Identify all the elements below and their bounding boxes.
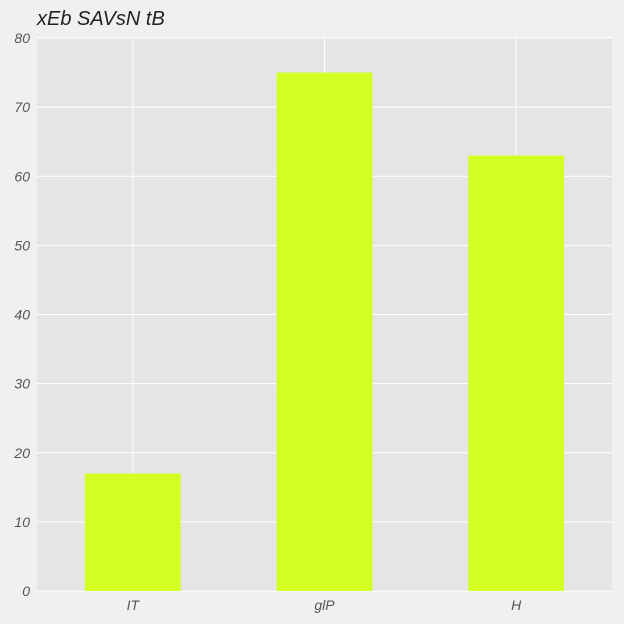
bars xyxy=(84,72,565,591)
y-axis-ticks: 0 10 20 30 40 50 60 70 80 xyxy=(13,30,30,599)
x-axis-ticks: IT glP H xyxy=(127,597,522,613)
y-tick-label: 80 xyxy=(14,30,30,46)
x-tick-label: H xyxy=(511,597,522,613)
x-tick-label: glP xyxy=(314,597,335,613)
y-tick-label: 10 xyxy=(14,514,30,530)
chart-title: xEb SAVsN tB xyxy=(37,8,165,30)
x-tick-label: IT xyxy=(127,597,141,613)
y-tick-label: 0 xyxy=(22,583,30,599)
y-tick-label: 20 xyxy=(13,445,30,461)
y-tick-label: 60 xyxy=(14,168,30,184)
bar-IT xyxy=(84,473,181,591)
y-tick-label: 40 xyxy=(14,307,30,323)
y-tick-label: 30 xyxy=(14,376,30,392)
y-tick-label: 50 xyxy=(14,237,30,253)
y-tick-label: 70 xyxy=(14,99,30,115)
bar-H xyxy=(468,155,565,591)
bar-glP xyxy=(276,72,373,591)
